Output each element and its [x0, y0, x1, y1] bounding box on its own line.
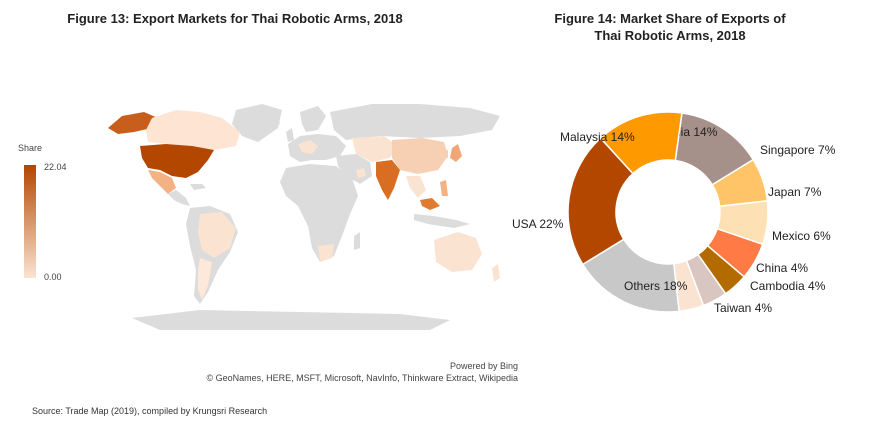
- map-indonesia: [414, 214, 470, 228]
- donut-label-mexico: Mexico 6%: [772, 229, 831, 243]
- map-caribbean: [190, 184, 206, 190]
- map-brazil: [198, 212, 236, 258]
- map-uk: [286, 128, 294, 142]
- map-canada: [146, 110, 240, 150]
- donut-label-taiwan: Taiwan 4%: [714, 301, 772, 315]
- map-russia: [330, 104, 500, 140]
- donut-label-cambodia: Cambodia 4%: [750, 279, 826, 293]
- map-korea: [444, 150, 448, 158]
- map-europe-shaded: [298, 140, 318, 154]
- donut-label-others: Others 18%: [624, 279, 688, 293]
- donut-label-malaysia: Malaysia 14%: [560, 130, 635, 144]
- legend-title: Share: [18, 143, 43, 153]
- map-new-zealand: [492, 264, 500, 282]
- map-philippines: [440, 180, 448, 196]
- donut-label-japan: Japan 7%: [768, 185, 822, 199]
- legend-gradient-bar: [24, 165, 36, 278]
- map-greenland: [232, 104, 282, 142]
- donut-label-china: China 4%: [756, 261, 808, 275]
- map-africa: [280, 164, 358, 262]
- legend-max-label: 22.04: [44, 162, 67, 172]
- map-japan: [450, 144, 462, 162]
- map-central-america: [168, 190, 190, 206]
- map-se-asia: [406, 176, 426, 198]
- donut-slice-malaysia: [599, 111, 683, 175]
- map-argentina: [198, 258, 212, 300]
- map-usa: [140, 144, 214, 178]
- donut-slice-usa: [567, 137, 635, 266]
- donut-label-usa: USA 22%: [512, 217, 564, 231]
- figure-13-title: Figure 13: Export Markets for Thai Robot…: [67, 11, 403, 26]
- powered-by-bing: Powered by Bing: [449, 361, 518, 371]
- map-alaska: [108, 112, 158, 134]
- map-south-africa: [318, 244, 334, 262]
- map-india: [376, 160, 400, 200]
- map-scandinavia: [300, 106, 326, 132]
- map-europe: [288, 134, 346, 162]
- map-iceland: [268, 118, 280, 126]
- map-uae: [356, 168, 366, 178]
- legend-min-label: 0.00: [44, 272, 62, 282]
- map-malaysia: [420, 198, 440, 210]
- map-credit: © GeoNames, HERE, MSFT, Microsoft, NavIn…: [206, 373, 518, 383]
- figure-14-title-line2: Thai Robotic Arms, 2018: [594, 28, 746, 43]
- donut-label-singapore: Singapore 7%: [760, 143, 836, 157]
- map-mexico: [148, 170, 176, 194]
- map-australia: [434, 232, 482, 272]
- source-note: Source: Trade Map (2019), compiled by Kr…: [32, 406, 268, 416]
- map-china: [392, 138, 448, 174]
- figure-14-title: Figure 14: Market Share of Exports of Th…: [520, 10, 820, 44]
- map-antarctica: [132, 310, 450, 330]
- map-central-asia: [352, 136, 398, 162]
- map-madagascar: [354, 232, 360, 250]
- figure-14-title-line1: Figure 14: Market Share of Exports of: [554, 11, 786, 26]
